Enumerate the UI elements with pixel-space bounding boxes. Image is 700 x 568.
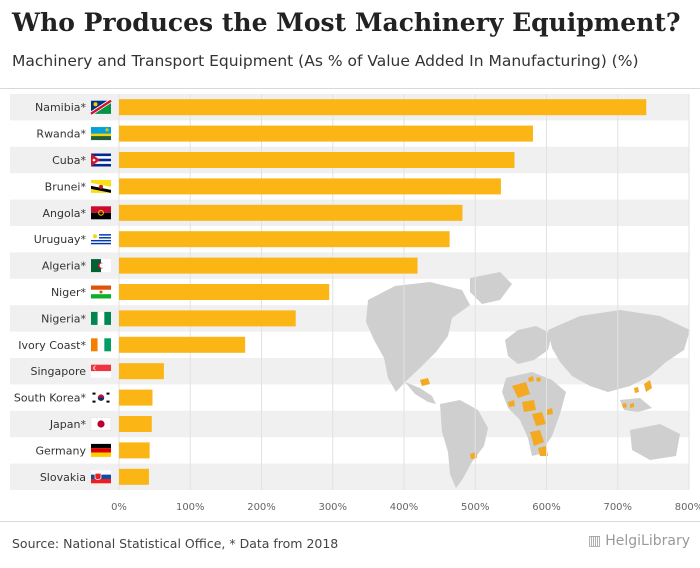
- x-tick-label: 800%: [675, 502, 700, 513]
- category-label: Brunei*: [45, 180, 87, 193]
- category-label: Germany: [35, 444, 86, 457]
- angola-flag-icon: [91, 206, 111, 220]
- category-label: Uruguay*: [34, 233, 87, 246]
- category-labels: Namibia* Rwanda* Cuba* Brunei* Angola* Urugua…: [14, 101, 87, 484]
- chart-title: Who Produces the Most Machinery Equipmen…: [12, 8, 681, 37]
- divider: [0, 88, 700, 89]
- world-map-icon: [366, 272, 690, 488]
- flags: [89, 99, 113, 484]
- bar: [119, 284, 330, 300]
- bar: [119, 389, 153, 406]
- bar: [119, 416, 152, 432]
- bar: [119, 152, 515, 168]
- category-label: Japan*: [49, 418, 87, 431]
- x-tick-label: 0%: [111, 502, 127, 513]
- rwanda-flag-icon: [91, 127, 111, 141]
- category-label: Rwanda*: [36, 128, 86, 141]
- bar: [119, 125, 533, 142]
- row-band: [10, 410, 689, 438]
- bar: [119, 257, 418, 274]
- category-label: Nigeria*: [41, 312, 86, 325]
- bar: [119, 363, 164, 380]
- nigeria-flag-icon: [91, 311, 111, 325]
- category-label: Algeria*: [42, 260, 87, 273]
- category-label: Cuba*: [52, 154, 86, 167]
- bar: [119, 99, 647, 116]
- brand-logo: ▥ HelgiLibrary: [588, 533, 690, 549]
- footer-divider: [0, 521, 700, 522]
- bar: [119, 231, 450, 248]
- bar-chart: Namibia* Rwanda* Cuba* Brunei* Angola* Urugua…: [10, 94, 700, 513]
- x-tick-label: 400%: [390, 502, 419, 513]
- x-tick-label: 300%: [318, 502, 347, 513]
- x-tick-label: 200%: [247, 502, 276, 513]
- south-korea-flag-icon: [91, 391, 111, 405]
- singapore-flag-icon: [91, 364, 111, 378]
- bars: [119, 99, 647, 485]
- cuba-flag-icon: [91, 153, 111, 167]
- category-label: South Korea*: [14, 392, 87, 405]
- niger-flag-icon: [91, 285, 111, 299]
- algeria-flag-icon: [91, 259, 111, 273]
- category-label: Angola*: [42, 207, 86, 220]
- japan-flag-icon: [90, 417, 112, 431]
- germany-flag-icon: [91, 443, 111, 457]
- category-label: Singapore: [31, 365, 87, 378]
- source-note: Source: National Statistical Office, * D…: [12, 536, 339, 551]
- category-label: Ivory Coast*: [18, 339, 86, 352]
- x-tick-label: 500%: [461, 502, 490, 513]
- category-label: Niger*: [51, 286, 87, 299]
- bar: [119, 204, 463, 221]
- brunei-flag-icon: [91, 179, 111, 193]
- bar: [119, 468, 149, 485]
- ivory-coast-flag-icon: [91, 338, 111, 352]
- category-label: Slovakia: [40, 471, 86, 484]
- bar: [119, 336, 246, 353]
- row-band: [10, 463, 689, 490]
- x-tick-label: 100%: [176, 502, 205, 513]
- bar: [119, 178, 501, 195]
- bar: [119, 442, 150, 459]
- chart-subtitle: Machinery and Transport Equipment (As % …: [12, 52, 639, 70]
- x-tick-label: 600%: [532, 502, 561, 513]
- namibia-flag-icon: [89, 99, 113, 116]
- brand-name: HelgiLibrary: [605, 533, 690, 549]
- uruguay-flag-icon: [91, 232, 111, 246]
- x-tick-label: 700%: [603, 502, 632, 513]
- library-icon: ▥: [588, 533, 602, 549]
- x-axis-ticks: 0% 100% 200% 300% 400% 500% 600% 700% 800%: [111, 502, 700, 513]
- slovakia-flag-icon: [91, 470, 111, 484]
- bar: [119, 310, 296, 327]
- category-label: Namibia*: [35, 101, 87, 114]
